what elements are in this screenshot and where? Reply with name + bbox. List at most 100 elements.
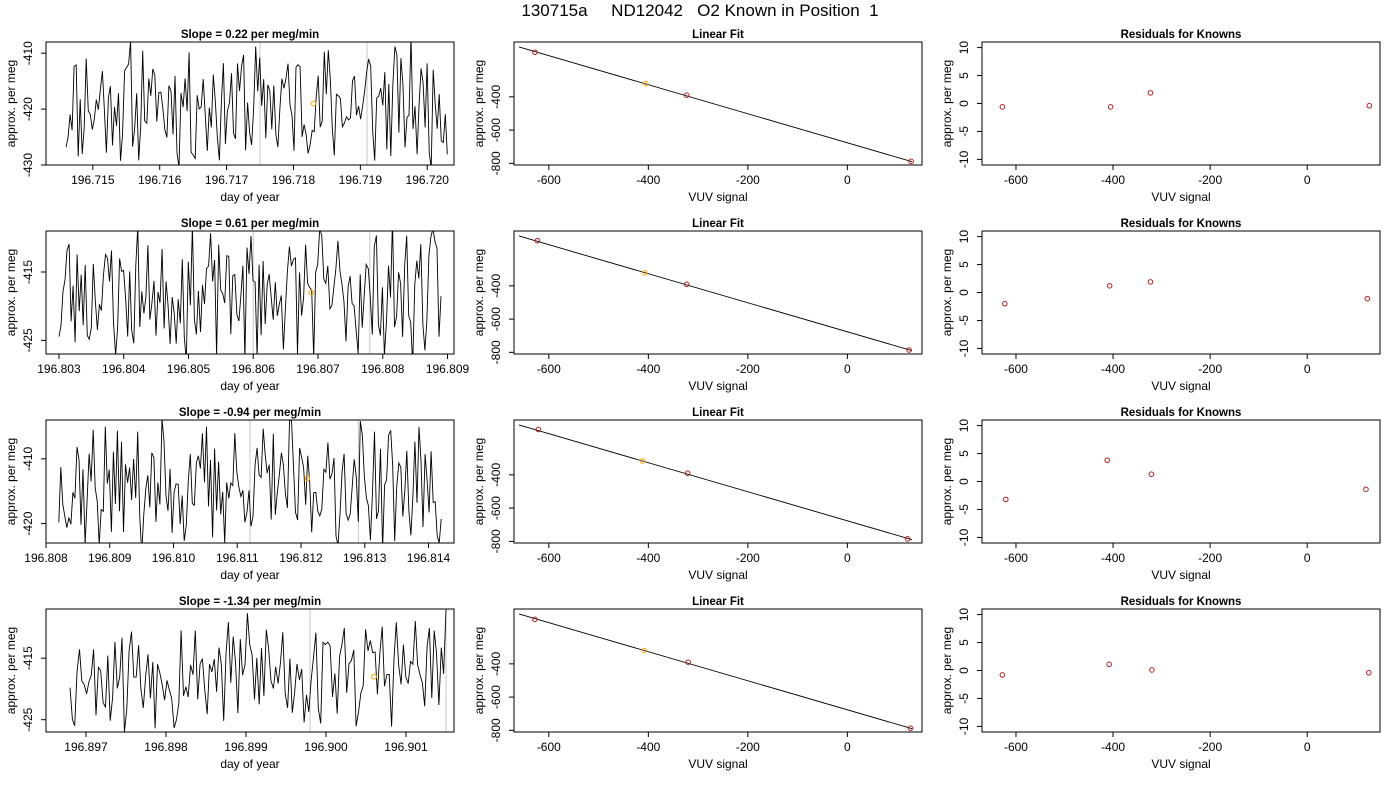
y-tick-label: 0: [957, 667, 971, 674]
x-tick-label: 0: [844, 551, 851, 565]
panel-3-3: Residuals for Knowns -600 -400 -200 0 -10 -5 0 5…: [940, 407, 1381, 582]
x-tick-label: 196.813: [343, 551, 387, 565]
y-tick-label: -425: [21, 707, 35, 731]
panel-1-2: Slope = 0.61 per meg/min 196.803 196.804 19…: [4, 218, 470, 393]
timeseries-line: [58, 420, 442, 543]
x-axis-label: day of year: [220, 568, 279, 582]
x-tick-label: -400: [636, 740, 660, 754]
x-tick-label: 196.812: [279, 551, 323, 565]
x-tick-label: 0: [1304, 362, 1311, 376]
y-tick-label: -600: [489, 118, 503, 142]
data-point: [1002, 300, 1008, 307]
panel-title: Residuals for Knowns: [1121, 596, 1242, 608]
x-tick-label: -200: [736, 362, 760, 376]
plot-frame: [981, 41, 1381, 166]
plot-area: [999, 661, 1372, 678]
panel-1-3: Slope = -0.94 per meg/min 196.808 196.809 1…: [4, 407, 455, 582]
x-tick-label: 196.804: [102, 362, 146, 376]
panel-title: Slope = 0.61 per meg/min: [181, 218, 319, 230]
y-axis-label: approx. per meg: [4, 60, 18, 147]
x-axis-label: VUV signal: [688, 757, 747, 771]
plot-area: [58, 420, 442, 543]
plot-area: [518, 46, 914, 165]
panel-2-2: Linear Fit -600 -400 -200 0 -400 -600 -800 VUV s…: [472, 218, 923, 393]
x-tick-label: -200: [736, 173, 760, 187]
data-point: [999, 104, 1006, 110]
y-axis-label: approx. per meg: [940, 249, 954, 336]
y-tick-label: -10: [957, 150, 971, 168]
y-tick-label: -410: [21, 41, 35, 65]
data-point: [1364, 295, 1371, 302]
y-axis-label: approx. per meg: [472, 438, 486, 525]
panel-title: Slope = -1.34 per meg/min: [179, 596, 321, 608]
panel-title: Slope = 0.22 per meg/min: [181, 29, 319, 41]
panel-title: Residuals for Knowns: [1121, 407, 1242, 419]
x-tick-label: 196.806: [232, 362, 276, 376]
panel-title: Residuals for Knowns: [1121, 29, 1242, 41]
x-tick-label: 196.901: [384, 740, 428, 754]
y-tick-label: -800: [489, 340, 503, 364]
x-tick-label: 0: [844, 173, 851, 187]
y-axis-label: approx. per meg: [4, 249, 18, 336]
x-tick-label: -600: [1004, 173, 1028, 187]
panel-2-1: Linear Fit -600 -400 -200 0 -400 -600 -800 VUV s…: [472, 29, 923, 204]
mean-marker: [310, 100, 317, 107]
x-tick-label: 196.805: [167, 362, 211, 376]
x-axis-label: VUV signal: [688, 379, 747, 393]
x-tick-label: 196.717: [205, 173, 249, 187]
data-point: [1147, 279, 1154, 285]
x-tick-label: 196.718: [272, 173, 316, 187]
data-point: [908, 158, 914, 165]
y-tick-label: 0: [957, 289, 971, 296]
data-point: [1104, 457, 1111, 464]
y-axis-label: approx. per meg: [4, 627, 18, 714]
x-tick-label: -200: [736, 551, 760, 565]
data-point: [1107, 104, 1114, 110]
x-axis-label: VUV signal: [688, 568, 747, 582]
y-tick-label: -430: [21, 153, 35, 177]
x-tick-label: 196.809: [426, 362, 470, 376]
y-axis-label: approx. per meg: [940, 438, 954, 525]
x-axis-label: VUV signal: [1151, 757, 1210, 771]
x-axis-label: VUV signal: [688, 190, 747, 204]
plot-area: [518, 235, 913, 353]
y-tick-label: 5: [957, 450, 971, 457]
y-tick-label: -400: [489, 85, 503, 109]
data-point: [906, 347, 912, 353]
fit-line: [518, 613, 913, 730]
data-point: [904, 536, 911, 542]
y-tick-label: -400: [489, 463, 503, 487]
plot-area: [58, 231, 442, 354]
y-tick-label: 10: [957, 41, 971, 55]
y-tick-label: -425: [21, 328, 35, 352]
timeseries-line: [58, 231, 442, 354]
data-point: [532, 616, 538, 623]
y-axis-label: approx. per meg: [940, 627, 954, 714]
figure-title: 130715a ND12042 O2 Known in Position 1: [521, 1, 879, 20]
x-tick-label: -600: [537, 362, 561, 376]
data-point: [1366, 102, 1373, 109]
x-axis-label: VUV signal: [1151, 568, 1210, 582]
x-tick-label: -400: [1101, 362, 1125, 376]
data-point: [684, 470, 691, 476]
y-tick-label: -410: [21, 447, 35, 471]
plot-frame: [981, 419, 1381, 544]
panel-2-3: Linear Fit -600 -400 -200 0 -400 -600 -800 VUV s…: [472, 407, 923, 582]
data-point: [683, 92, 690, 98]
data-point: [1147, 90, 1154, 96]
panel-title: Linear Fit: [692, 29, 744, 41]
y-tick-label: -5: [957, 315, 971, 326]
plot-frame: [981, 608, 1381, 733]
plot-area: [69, 609, 447, 732]
plot-frame: [45, 41, 455, 166]
plot-frame: [513, 608, 923, 733]
x-tick-label: 196.720: [406, 173, 450, 187]
plot-frame: [513, 419, 923, 544]
x-tick-label: 196.719: [339, 173, 383, 187]
y-axis-label: approx. per meg: [940, 60, 954, 147]
mean-marker: [304, 475, 311, 482]
fit-line: [518, 46, 913, 163]
x-tick-label: 196.809: [88, 551, 132, 565]
y-tick-label: 10: [957, 608, 971, 622]
plot-frame: [513, 230, 923, 355]
